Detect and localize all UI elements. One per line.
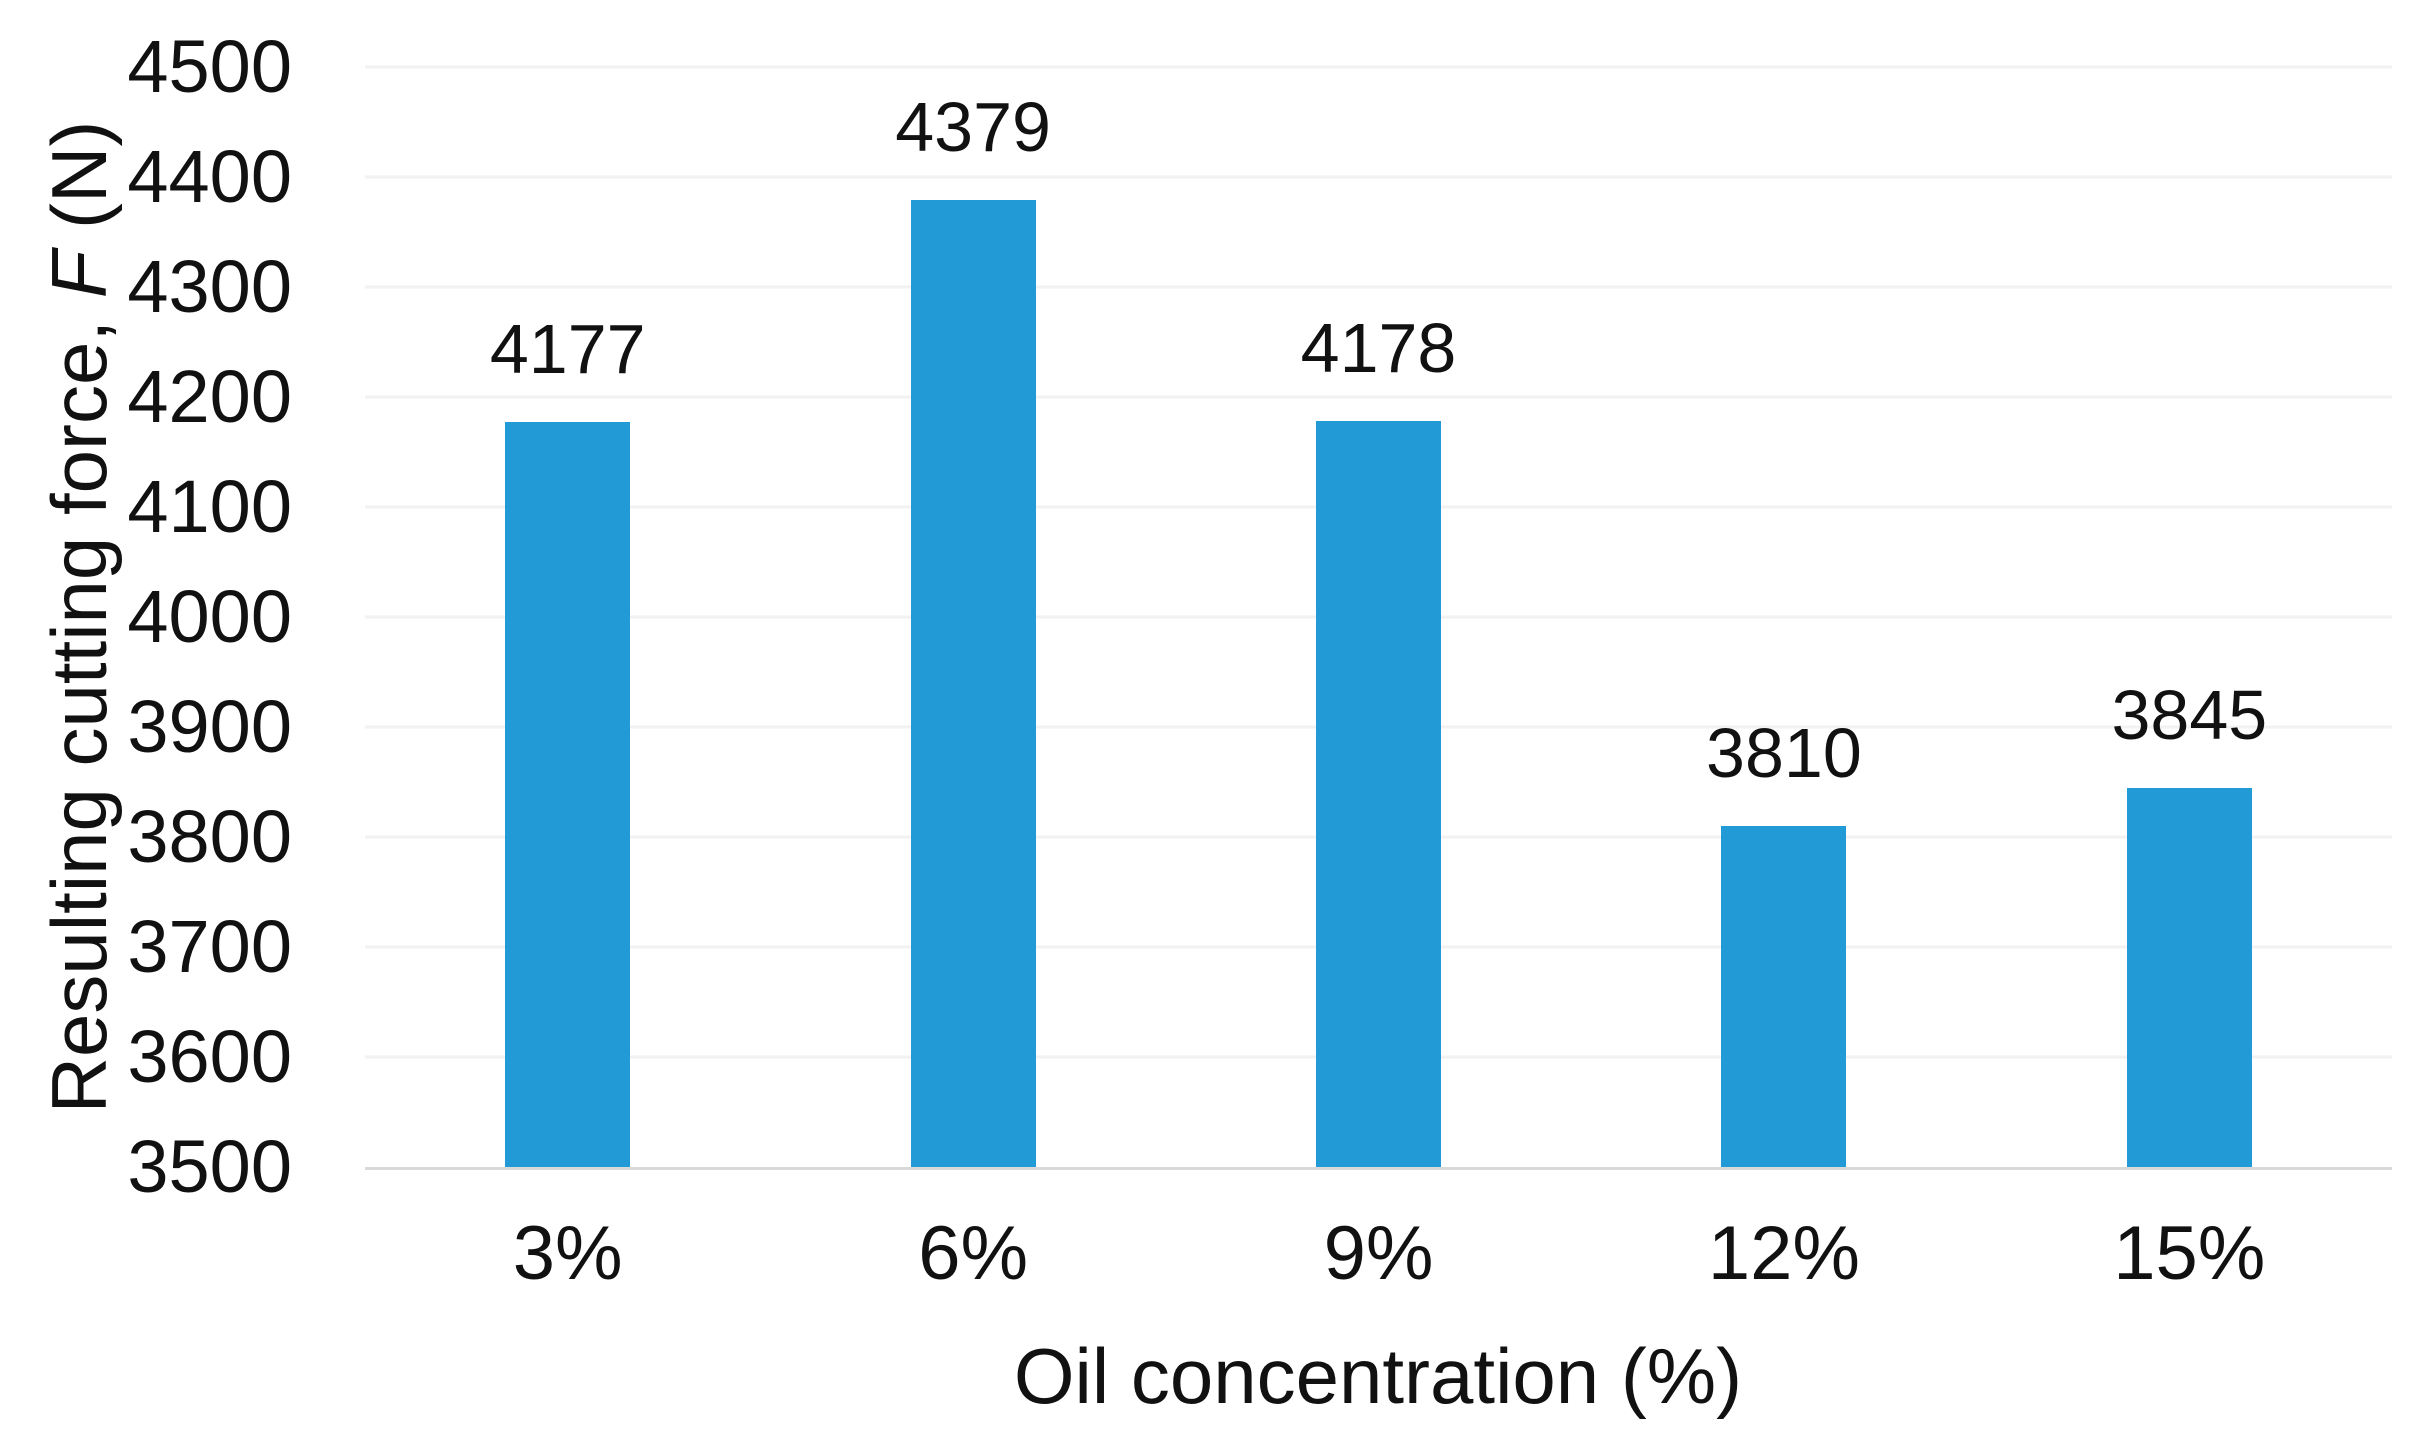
bar-value-label: 3810: [1706, 714, 1862, 792]
y-tick-label: 3600: [127, 1015, 292, 1098]
gridline: [365, 285, 2392, 289]
bar-group: 4177: [365, 67, 770, 1167]
y-tick-label: 4200: [127, 355, 292, 438]
gridline: [365, 65, 2392, 69]
gridline: [365, 395, 2392, 399]
y-tick-label: 3500: [127, 1125, 292, 1208]
bar-value-label: 4178: [1300, 309, 1457, 388]
bar-slots: 4177 4379 4178 3810 3845: [365, 67, 2392, 1167]
x-axis-title: Oil concentration (%): [1013, 1332, 1743, 1420]
bar: [505, 422, 631, 1167]
y-tick-label: 4100: [127, 465, 292, 548]
y-tick-label: 3800: [127, 795, 292, 878]
bar: [1316, 421, 1442, 1167]
y-tick-label: 4000: [127, 575, 292, 658]
y-tick-label: 3900: [127, 685, 292, 768]
bar-group: 4379: [770, 67, 1175, 1167]
y-tick-label: 4300: [127, 245, 292, 328]
x-tick-label: 3%: [512, 1211, 623, 1296]
bar-group: 4178: [1176, 67, 1581, 1167]
bar-group: 3810: [1581, 67, 1986, 1167]
bar-value-label: 4379: [895, 88, 1051, 167]
plot-area: 4177 4379 4178 3810 3845: [365, 65, 2392, 1170]
y-axis-tick-labels: 4500 4400 4300 4200 4100 4000 3900 3800 3700 3600…: [0, 30, 292, 1204]
y-tick-label: 4500: [127, 25, 292, 108]
y-tick-label: 3700: [127, 905, 292, 988]
bar: [1721, 826, 1847, 1167]
x-tick-label: 12%: [1707, 1211, 1860, 1296]
bar-group: 3845: [1987, 67, 2392, 1167]
x-axis-tick-labels: 3% 6% 9% 12% 15%: [365, 1212, 2392, 1296]
bar-value-label: 4177: [489, 310, 646, 389]
bar-value-label: 3845: [2111, 675, 2268, 754]
gridline: [365, 175, 2392, 179]
y-tick-label: 4400: [127, 135, 292, 218]
x-tick-label: 9%: [1323, 1211, 1434, 1296]
x-tick-label: 15%: [2113, 1211, 2266, 1296]
bar: [2126, 787, 2252, 1167]
x-tick-label: 6%: [918, 1211, 1029, 1296]
bar: [910, 200, 1036, 1167]
